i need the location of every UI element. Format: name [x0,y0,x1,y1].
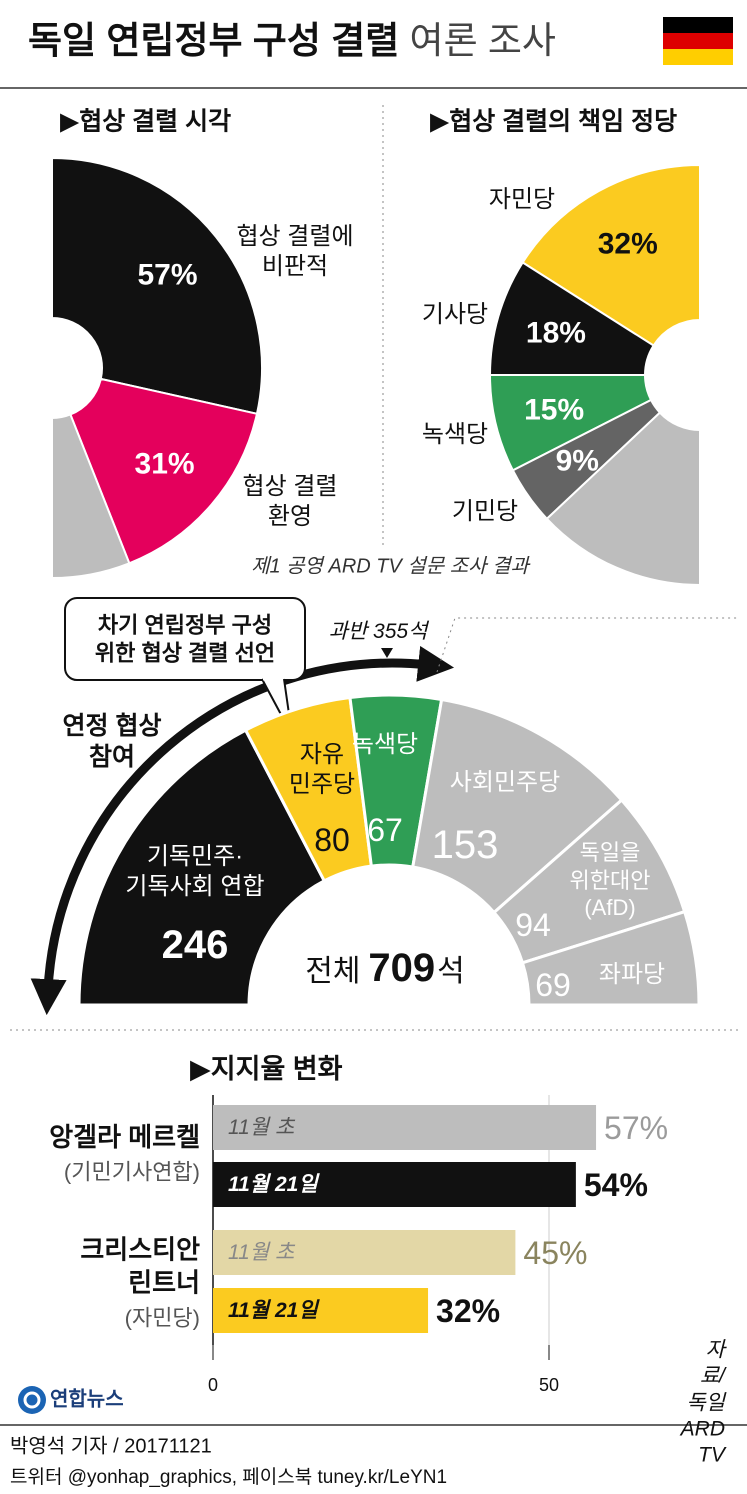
series-name: 11월 초 [228,1240,295,1264]
slice-label: 기사당 [421,301,489,328]
slice [545,411,701,587]
total-part: 석 [437,955,465,988]
seat-label: 246 [161,923,229,967]
chart-title: ▶지지율 변화 [190,1054,343,1085]
value-label: 18% [525,316,586,350]
total-part: 전체 [305,955,361,988]
value-label: 32% [597,226,658,260]
party-label: 자유 민주당 [288,741,356,798]
value-label: 57% [137,258,198,292]
value-label: 9% [555,444,599,478]
note: 제1 공영 ARD TV 설문 조사 결과 [251,555,529,578]
subtitle: 여론 조사 [409,20,556,61]
chart-title: ▶협상 결렬 시각 [60,107,232,136]
slice [51,156,263,416]
title: 독일 연립정부 구성 결렬 [28,20,400,61]
value-label: 32% [436,1292,501,1329]
slice [69,377,259,565]
party-label: 기독민주· 기독사회 연합 [125,843,265,900]
seat-label: 67 [367,812,403,848]
slice [51,413,131,580]
flag-stripe [663,33,733,49]
callout: 차기 연립정부 구성 위한 협상 결렬 선언 [94,612,276,666]
value-label: 57% [604,1109,669,1146]
seat-label: 94 [515,907,551,943]
series-name: 11월 21일 [228,1172,318,1196]
category-note: (자민당) [124,1305,200,1331]
coalition-arrow [30,645,455,1016]
source: 자료/ 독일 ARD TV [680,1338,726,1467]
slice-label: 협상 결렬 환영 [242,473,338,530]
slice-label: 기민당 [451,498,519,525]
callout-box [64,597,306,681]
slice-label: 녹색당 [421,421,489,448]
seat-label: 80 [314,822,350,858]
category-label: 크리스티안 린트너 [80,1234,200,1298]
slice [521,163,701,347]
value-label: 54% [583,1166,648,1203]
series-name: 11월 초 [228,1115,295,1139]
slice-label: 협상 결렬에 비판적 [236,223,354,280]
bar [213,1288,429,1333]
x-tick-label: 0 [207,1374,219,1395]
seat-label: 69 [535,967,571,1003]
byline: 박영석 기자 / 20171121 [10,1435,212,1458]
majority-line [436,617,740,673]
bar [213,1162,576,1207]
party-label: 좌파당 [598,961,666,988]
flag-stripe [663,17,733,33]
total: 전체 709석 [305,943,465,993]
logo-icon [23,1391,41,1409]
value-label: 45% [523,1234,588,1271]
majority-marker [381,648,393,658]
party-label: 독일을 위한대안 (AfD) [569,839,651,920]
logo: 연합뉴스 [50,1388,124,1411]
chart-title: ▶협상 결렬의 책임 정당 [430,107,678,136]
flag-stripe [663,49,733,65]
slice-label: 자민당 [488,186,556,213]
bar [213,1230,516,1275]
seat-label: 153 [431,823,499,867]
seat-segment [411,697,624,915]
title-row: 독일 연립정부 구성 결렬 여론 조사 [28,18,556,64]
value-label: 31% [134,447,195,481]
party-label: 녹색당 [351,731,419,758]
total-part: 709 [368,946,436,990]
social: 트위터 @yonhap_graphics, 페이스북 tuney.kr/LeYN… [10,1467,448,1489]
party-label: 사회민주당 [449,769,561,796]
seat-segment [520,909,701,1007]
seat-segment [77,728,327,1007]
category-label: 앙겔라 메르켈 [49,1121,200,1152]
value-label: 15% [524,393,585,427]
logo-icon [18,1386,46,1414]
arrow-label: 연정 협상 참여 [62,711,162,771]
majority-label: 과반 355석 [328,619,428,643]
x-tick-label: 50 [538,1374,560,1395]
category-note: (기민기사연합) [63,1159,200,1185]
bar [213,1105,597,1150]
series-name: 11월 21일 [228,1298,318,1322]
